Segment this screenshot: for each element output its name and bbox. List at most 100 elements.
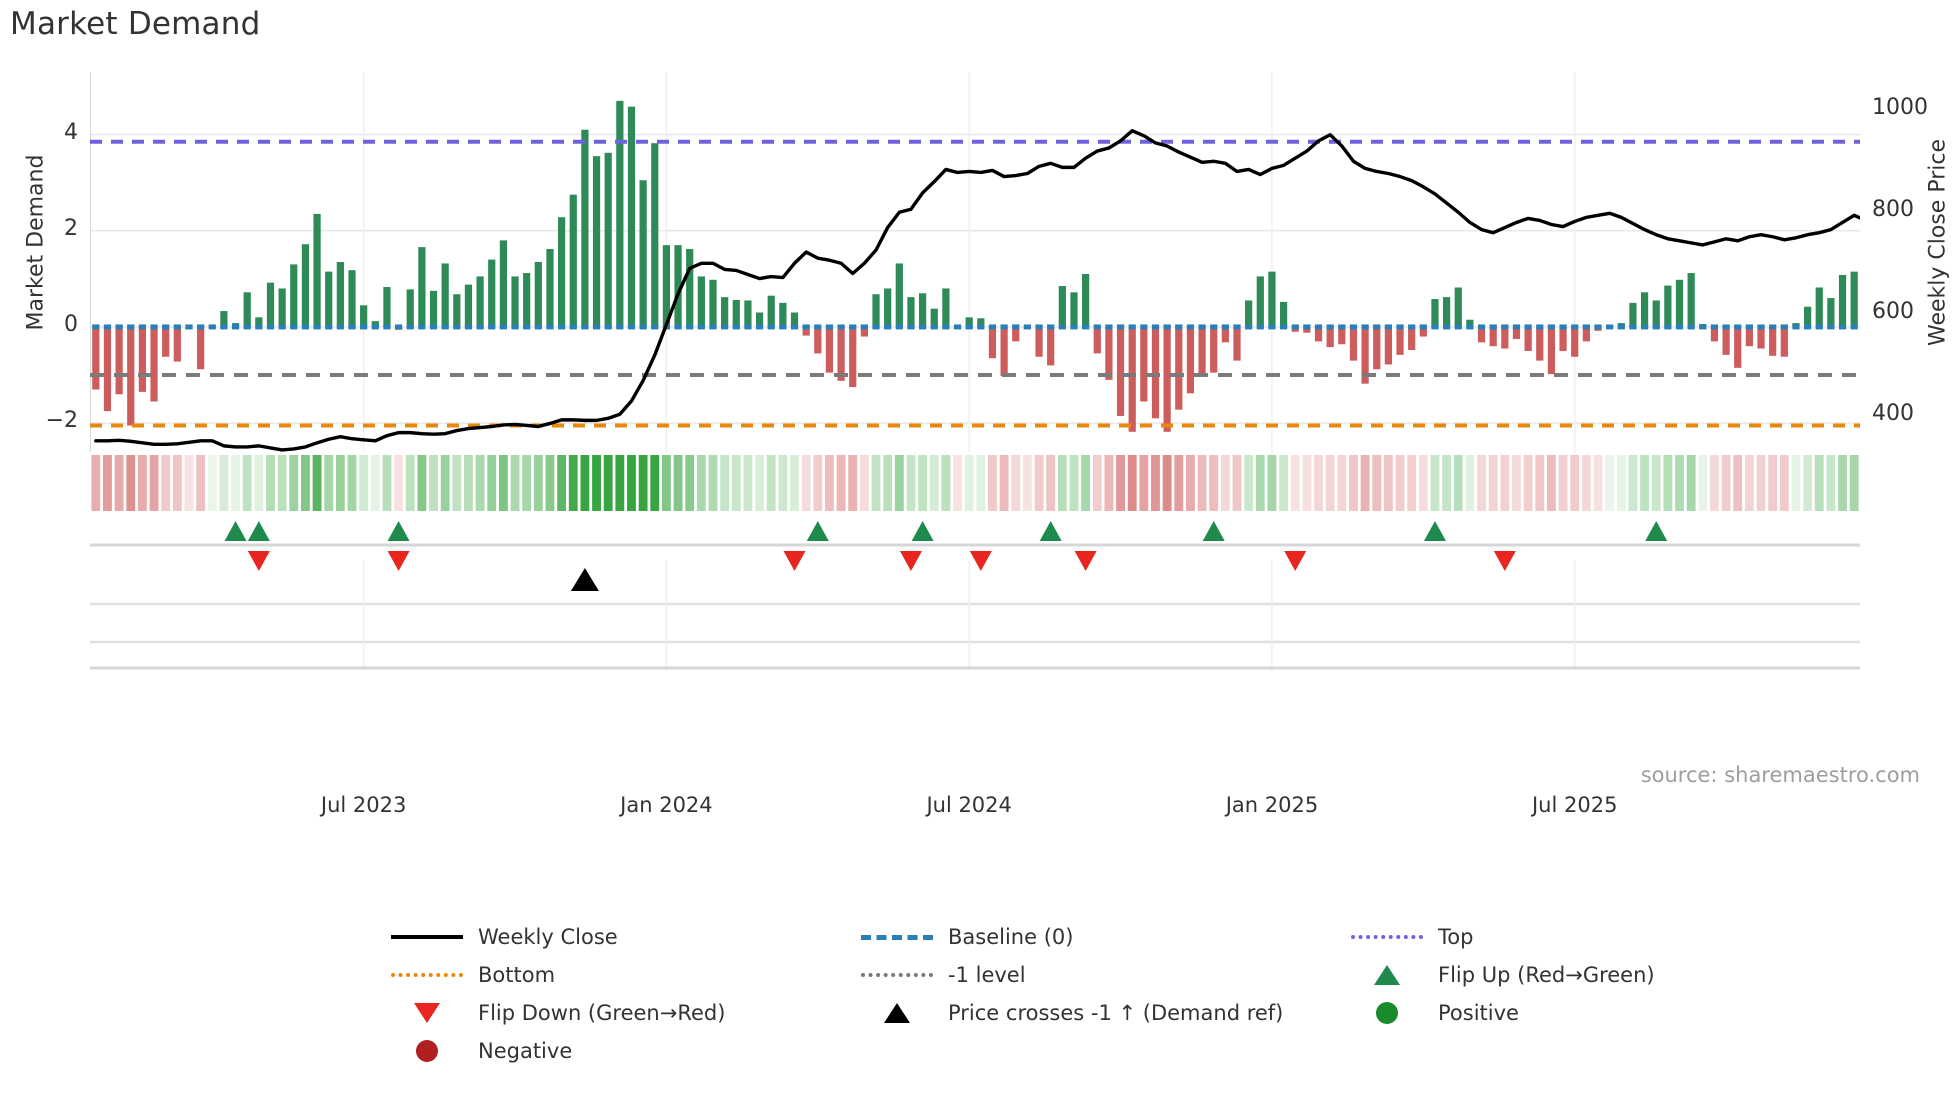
baseline-cap [1070,324,1078,330]
baseline-cap [639,324,647,330]
demand-bar [1431,299,1439,327]
demand-bar [92,326,100,390]
demand-bar [592,156,601,327]
demand-bar [255,317,263,327]
baseline-cap [313,324,321,330]
demand-bar [336,262,344,327]
heatmap-cell [603,455,613,511]
lower-grid-canvas [90,560,1860,670]
legend-item[interactable]: Baseline (0) [858,918,1348,956]
flip-down-marker [1284,551,1307,571]
baseline-cap [1477,324,1486,330]
flip-down-marker [247,551,270,571]
demand-bar [1210,326,1218,373]
demand-bar [511,276,519,327]
baseline-cap [581,324,589,330]
demand-bar [1838,274,1847,327]
baseline-cap [103,324,112,330]
heatmap-cell [1151,455,1160,511]
legend-item[interactable]: Price crosses -1 ↑ (Demand ref) [858,994,1348,1032]
demand-bar [301,244,310,327]
baseline-cap [1268,324,1276,330]
baseline-cap [1384,324,1392,330]
heatmap-cell [452,455,462,511]
demand-bar [651,143,659,327]
heatmap-cell [510,455,520,511]
heatmap-cell [906,455,916,511]
demand-bar [1652,300,1660,327]
demand-bar [1489,326,1497,347]
flip-up-marker [387,521,410,541]
baseline-cap [1489,324,1497,330]
heatmap-cell [1465,455,1475,511]
baseline-cap [1210,324,1218,330]
heatmap-cell [545,455,555,511]
heatmap-cell [731,455,741,511]
heatmap-cell [1162,455,1172,511]
y-axis-right-label: Weekly Close Price [1925,139,1951,346]
demand-bar [895,263,903,327]
baseline-cap [697,324,705,330]
demand-bar [1722,326,1730,355]
baseline-cap [1338,324,1346,330]
legend-item[interactable]: Flip Down (Green→Red) [388,994,858,1032]
y-tick-left: 2 [64,215,78,241]
demand-bar [499,240,507,327]
baseline-cap [1675,324,1684,330]
legend-row: Weekly Close Baseline (0) Top [388,918,1668,956]
baseline-cap [499,324,507,330]
heatmap-cell [149,455,159,511]
baseline-cap [569,324,577,330]
legend-item-label: Positive [1438,1001,1519,1025]
baseline-cap [977,324,985,330]
y-tick-right: 800 [1872,197,1914,223]
heatmap-cell [417,455,427,511]
heatmap-cell [1360,455,1370,511]
heatmap-cell [615,455,625,511]
demand-bar [360,305,368,327]
legend-item[interactable]: Positive [1348,994,1668,1032]
y-tick-left: −2 [45,408,78,434]
legend-item[interactable]: Negative [388,1032,858,1070]
heatmap-cell [1803,455,1813,511]
demand-bar [942,288,950,327]
y-tick-left: 4 [64,119,78,145]
demand-bar [1803,306,1812,327]
weekly-close-line-swatch [388,926,466,948]
heatmap-cell [1174,455,1184,511]
legend-item[interactable]: -1 level [858,956,1348,994]
demand-bar [266,282,275,327]
baseline-cap [1349,324,1358,330]
demand-bar [825,326,834,373]
baseline-cap [1419,324,1427,330]
heatmap-cell [1453,455,1463,511]
heatmap-cell [114,455,124,511]
heatmap-cell [592,455,601,511]
flip-up-marker [1645,521,1668,541]
weekly-close-line [94,128,1860,452]
heatmap-cell [1290,455,1300,511]
x-tick-label: Jul 2024 [926,793,1012,817]
heatmap-cell [277,455,287,511]
legend-item[interactable]: Weekly Close [388,918,858,956]
demand-bar [173,326,181,362]
baseline-cap [1140,324,1148,330]
legend-item[interactable]: Flip Up (Red→Green) [1348,956,1668,994]
baseline-cap [1163,324,1171,330]
legend-item[interactable]: Bottom [388,956,858,994]
demand-bar [1314,326,1323,342]
heatmap-cell [766,455,776,511]
baseline-cap [1047,324,1055,330]
demand-bar [977,318,985,327]
heatmap-cell [1349,455,1358,511]
heatmap-cell [883,455,893,511]
heatmap-cell [289,455,299,511]
heatmap-cell [1279,455,1289,511]
legend-item[interactable]: Top [1348,918,1668,956]
heatmap-cell [103,455,112,511]
demand-bar [441,263,449,327]
minus-one-line-swatch [858,964,936,986]
demand-bar [162,326,170,357]
baseline-cap [1501,324,1509,330]
baseline-cap [418,324,426,330]
